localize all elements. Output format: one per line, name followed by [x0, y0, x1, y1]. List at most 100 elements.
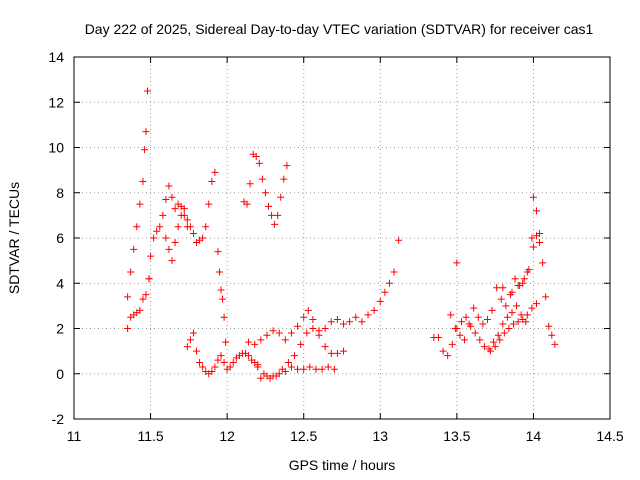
data-point: [264, 202, 272, 210]
data-point: [304, 306, 312, 314]
data-point: [528, 304, 536, 312]
data-point: [306, 363, 314, 371]
data-point: [532, 300, 540, 308]
data-point: [269, 327, 277, 335]
data-point: [294, 322, 302, 330]
data-point: [174, 223, 182, 231]
data-point: [168, 257, 176, 265]
data-point: [251, 340, 259, 348]
data-point: [444, 352, 452, 360]
data-point: [517, 311, 525, 319]
data-point: [390, 268, 398, 276]
data-point: [333, 315, 341, 323]
x-tick-label: 14: [526, 428, 542, 444]
grid-lines: [74, 57, 610, 419]
data-point: [346, 318, 354, 326]
data-points: [124, 87, 559, 382]
data-point: [453, 259, 461, 267]
data-point: [217, 352, 225, 360]
x-tick-label: 12: [219, 428, 235, 444]
data-point: [315, 331, 323, 339]
data-point: [297, 340, 305, 348]
data-point: [208, 177, 216, 185]
data-point: [330, 365, 338, 373]
data-point: [261, 189, 269, 197]
data-point: [287, 329, 295, 337]
data-point: [136, 200, 144, 208]
data-point: [183, 343, 191, 351]
data-point: [529, 193, 537, 201]
data-point: [520, 275, 528, 283]
data-point: [318, 365, 326, 373]
data-point: [257, 336, 265, 344]
data-point: [186, 223, 194, 231]
data-point: [124, 325, 132, 332]
data-point: [214, 356, 222, 364]
data-point: [255, 159, 263, 167]
data-point: [243, 200, 251, 208]
data-point: [281, 367, 289, 375]
data-point: [268, 211, 276, 219]
x-tick-label: 13.5: [443, 428, 470, 444]
data-point: [471, 329, 479, 337]
data-point: [144, 87, 152, 95]
data-point: [487, 347, 495, 355]
data-point: [281, 336, 289, 344]
data-point: [283, 162, 291, 170]
data-point: [514, 318, 522, 326]
data-point: [300, 313, 308, 321]
data-point: [189, 229, 197, 237]
data-point: [139, 295, 147, 303]
data-point: [124, 293, 132, 301]
data-point: [358, 318, 366, 326]
data-point: [219, 295, 227, 303]
y-tick-label: -2: [52, 411, 65, 427]
data-point: [447, 311, 455, 319]
data-point: [448, 340, 456, 348]
data-point: [186, 336, 194, 344]
data-point: [222, 338, 230, 346]
data-point: [451, 325, 459, 332]
data-point: [539, 259, 547, 267]
data-point: [505, 325, 513, 332]
data-point: [480, 343, 488, 351]
data-point: [340, 320, 348, 328]
data-point: [364, 311, 372, 319]
data-point: [493, 284, 501, 292]
data-point: [133, 223, 141, 231]
data-point: [226, 363, 234, 371]
data-point: [510, 320, 518, 328]
y-tick-label: 0: [56, 366, 64, 382]
data-point: [536, 229, 544, 237]
tick-labels: 11 11.5 12 12.5 13 13.5 14 14.5 -2 0 2 4 6 8 10 12 14: [48, 49, 623, 444]
data-point: [165, 245, 173, 253]
chart-title: Day 222 of 2025, Sidereal Day-to-day VTE…: [85, 21, 594, 37]
data-point: [370, 306, 378, 314]
data-point: [528, 234, 536, 242]
data-point: [215, 268, 223, 276]
data-point: [150, 234, 158, 242]
data-point: [488, 306, 496, 314]
data-point: [171, 205, 179, 213]
data-point: [529, 243, 537, 251]
data-point: [395, 236, 403, 244]
data-point: [140, 146, 148, 154]
data-point: [156, 223, 164, 231]
data-point: [321, 343, 329, 351]
data-point: [456, 331, 464, 339]
data-point: [162, 234, 170, 242]
data-point: [220, 313, 228, 321]
data-point: [220, 358, 228, 366]
data-point: [340, 347, 348, 355]
data-point: [548, 331, 556, 339]
data-point: [461, 336, 469, 344]
data-point: [327, 349, 335, 357]
data-point: [312, 365, 320, 373]
data-point: [153, 227, 161, 235]
data-point: [252, 153, 260, 161]
data-point: [479, 320, 487, 328]
y-tick-label: 2: [56, 321, 64, 337]
data-point: [434, 334, 442, 342]
data-point: [214, 248, 222, 256]
